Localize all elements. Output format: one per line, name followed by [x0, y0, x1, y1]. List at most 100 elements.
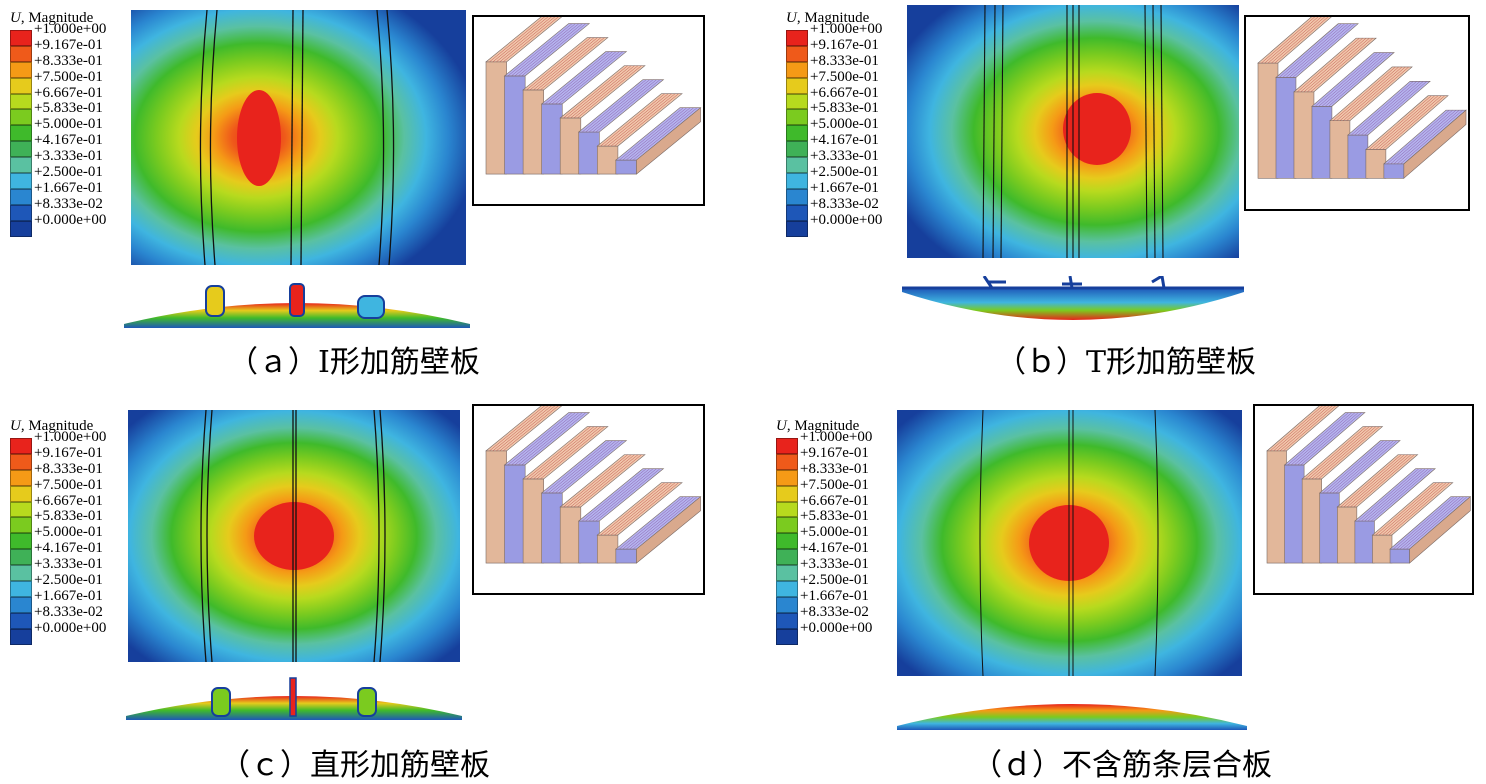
legend-label: +9.167e-01 [810, 36, 879, 53]
fibre-hatch [536, 426, 602, 480]
legend-label: +7.500e-01 [34, 68, 103, 85]
legend-swatch [786, 157, 808, 174]
fibre-hatch [1321, 52, 1385, 107]
legend-swatch [786, 188, 808, 205]
layup-step-front [541, 103, 563, 175]
legend-swatch [776, 517, 798, 534]
fibre-hatch [1292, 23, 1355, 78]
fibre-hatch [492, 406, 549, 452]
fibre-hatch [1315, 52, 1378, 107]
fibre-hatch [1297, 37, 1360, 93]
fibre-hatch [619, 496, 684, 550]
legend-swatch [786, 141, 808, 158]
fibre-hatch [1294, 412, 1356, 466]
fibre-hatch [1300, 37, 1363, 93]
legend-labels: +1.000e+00 +9.167e-01 +8.333e-01 +7.500e-01… [800, 429, 872, 637]
legend-swatch [10, 61, 32, 78]
legend-label: +6.667e-01 [800, 492, 869, 509]
fibre-hatch [1290, 412, 1353, 466]
layup-inset [1244, 15, 1470, 211]
legend-label: +5.833e-01 [810, 100, 879, 117]
legend-label: +3.333e-01 [800, 556, 869, 573]
legend-swatch [786, 30, 808, 46]
fibre-hatch [1364, 468, 1426, 522]
fibre-hatch [514, 23, 580, 77]
legend-swatch [786, 77, 808, 94]
legend-label: +2.500e-01 [34, 164, 103, 181]
legend-label: +9.167e-01 [34, 444, 103, 461]
legend-label: +5.833e-01 [34, 508, 103, 525]
fibre-hatch [629, 107, 694, 161]
fibre-hatch [1285, 23, 1349, 78]
fibre-hatch [1369, 95, 1432, 150]
fibre-hatch [1346, 66, 1409, 121]
stepped-layup-diagram [1257, 17, 1467, 179]
fibre-hatch [1379, 95, 1442, 150]
fibre-hatch [577, 454, 642, 508]
stepped-layup-diagram [485, 406, 702, 564]
fibre-hatch [1346, 454, 1408, 508]
layup-step-front [1319, 492, 1340, 564]
legend-swatch [786, 61, 808, 78]
legend-swatch [10, 501, 32, 518]
legend-label: +8.333e-02 [34, 603, 103, 620]
fibre-hatch [548, 440, 613, 494]
legend-label: +1.667e-01 [800, 587, 869, 604]
fibre-hatch [496, 406, 552, 452]
legend-swatch [776, 533, 798, 550]
fibre-hatch [585, 468, 650, 522]
fibre-hatch [563, 65, 628, 119]
fibre-hatch [1325, 52, 1388, 107]
fibre-hatch [558, 440, 624, 494]
fibre-hatch [1326, 440, 1388, 494]
layup-inset [472, 15, 705, 206]
legend-swatch [10, 125, 32, 142]
layup-step-front [596, 145, 619, 175]
layup-step-front [1354, 520, 1375, 564]
legend-labels: +1.000e+00 +9.167e-01 +8.333e-01 +7.500e-01… [34, 429, 107, 637]
legend-label: +8.333e-01 [810, 52, 879, 69]
legend-label: +0.000e+00 [34, 619, 107, 636]
stepped-layup-diagram [485, 17, 702, 175]
fibre-hatch [566, 454, 632, 508]
fibre-hatch [1406, 496, 1468, 550]
legend-swatch [10, 549, 32, 566]
legend-swatch [10, 93, 32, 110]
layup-step-front [522, 478, 545, 564]
layup-step-front [1275, 77, 1297, 179]
fibre-hatch [1340, 454, 1402, 508]
fibre-hatch [1350, 454, 1412, 508]
fibre-hatch [566, 65, 632, 119]
side-view [126, 677, 462, 720]
layup-step-front [1301, 478, 1322, 564]
fibre-hatch [1372, 95, 1435, 150]
fibre-hatch [529, 37, 595, 91]
fibre-hatch [600, 482, 666, 536]
legend-label: +7.500e-01 [34, 476, 103, 493]
fibre-hatch [1396, 496, 1458, 550]
fibre-hatch [577, 65, 642, 119]
fibre-hatch [632, 107, 698, 161]
fibre-hatch [1399, 496, 1461, 550]
plate-contour [897, 410, 1242, 676]
layup-step-front [559, 506, 582, 564]
fibre-hatch [1300, 412, 1362, 466]
fibre-hatch [1385, 482, 1447, 536]
legend-label: +5.000e-01 [810, 116, 879, 133]
legend-label: +5.000e-01 [800, 524, 869, 541]
legend-swatch [776, 565, 798, 582]
fibre-hatch [1353, 454, 1415, 508]
layup-step-front [485, 61, 507, 175]
plate-contour [128, 410, 460, 662]
fibre-hatch [1367, 468, 1429, 522]
fibre-hatch [573, 454, 639, 508]
fibre-hatch [548, 51, 613, 105]
fibre-hatch [614, 482, 679, 536]
fibre-hatch [629, 496, 694, 550]
fibre-hatch [622, 496, 687, 550]
fibre-hatch [1282, 23, 1345, 78]
stepped-layup-diagram [1266, 406, 1472, 564]
fibre-hatch [1311, 426, 1373, 480]
layup-step-front [559, 117, 582, 175]
legend-swatch [10, 517, 32, 534]
